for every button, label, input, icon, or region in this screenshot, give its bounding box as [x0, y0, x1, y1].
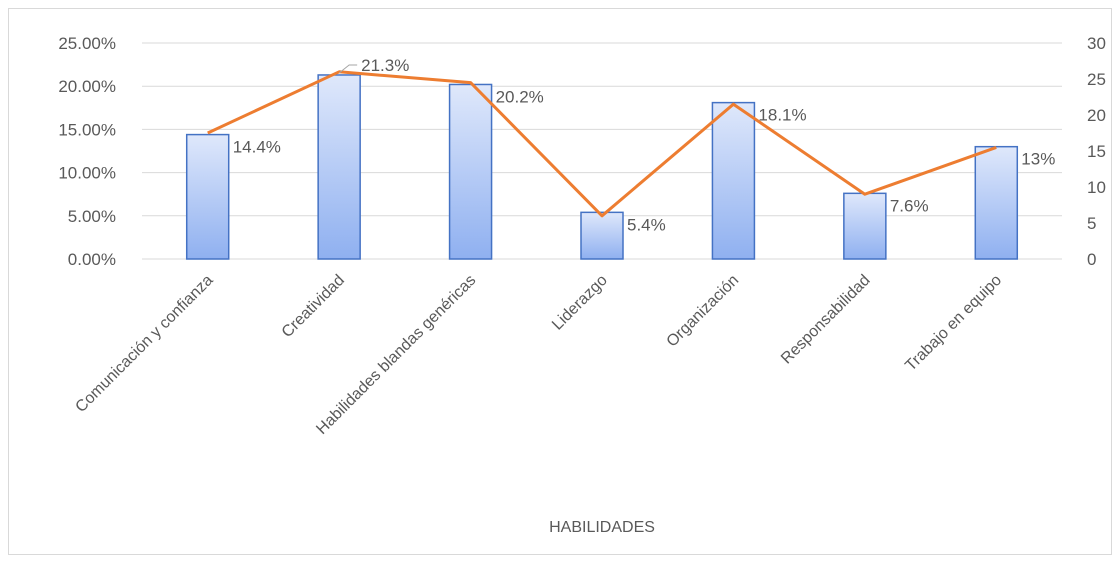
right-tick-label: 5	[1087, 214, 1096, 233]
data-label: 21.3%	[361, 56, 409, 75]
right-tick-label: 15	[1087, 142, 1106, 161]
chart-svg: 0.00% 5.00% 10.00% 15.00% 20.00% 25.00% 0 5 10 1…	[9, 9, 1113, 556]
data-label: 5.4%	[627, 215, 666, 234]
chart-frame: 0.00% 5.00% 10.00% 15.00% 20.00% 25.00% 0 5 10 1…	[8, 8, 1112, 555]
right-tick-label: 20	[1087, 106, 1106, 125]
right-axis: 0 5 10 15 20 25 30	[1087, 34, 1106, 269]
left-tick-label: 25.00%	[58, 34, 116, 53]
data-label: 14.4%	[233, 138, 281, 157]
right-tick-label: 30	[1087, 34, 1106, 53]
bar	[318, 75, 360, 259]
data-label: 18.1%	[758, 106, 806, 125]
left-tick-label: 20.00%	[58, 77, 116, 96]
bar	[187, 135, 229, 259]
left-tick-label: 15.00%	[58, 120, 116, 139]
bar	[581, 212, 623, 259]
category-label: Trabajo en equipo	[902, 272, 1005, 375]
bar	[844, 193, 886, 259]
bar	[975, 147, 1017, 259]
category-label: Liderazgo	[549, 272, 611, 334]
bar-series	[187, 75, 1018, 259]
right-tick-label: 25	[1087, 70, 1106, 89]
category-label: Habilidades blandas genéricas	[313, 272, 479, 438]
left-tick-label: 5.00%	[68, 207, 116, 226]
left-tick-label: 10.00%	[58, 164, 116, 183]
category-label: Comunicación y confianza	[72, 272, 216, 416]
category-axis: Comunicación y confianza CreatividadHabil…	[72, 272, 1005, 438]
x-axis-title: HABILIDADES	[549, 519, 655, 536]
left-axis: 0.00% 5.00% 10.00% 15.00% 20.00% 25.00%	[58, 34, 116, 269]
category-label: Responsabilidad	[778, 272, 874, 368]
right-tick-label: 0	[1087, 250, 1096, 269]
data-label: 13%	[1021, 150, 1055, 169]
bar	[450, 84, 492, 259]
right-tick-label: 10	[1087, 178, 1106, 197]
data-label: 7.6%	[890, 196, 929, 215]
data-label: 20.2%	[496, 87, 544, 106]
category-label: Organización	[664, 272, 743, 351]
bar	[712, 103, 754, 259]
left-tick-label: 0.00%	[68, 250, 116, 269]
category-label: Creatividad	[279, 272, 348, 341]
